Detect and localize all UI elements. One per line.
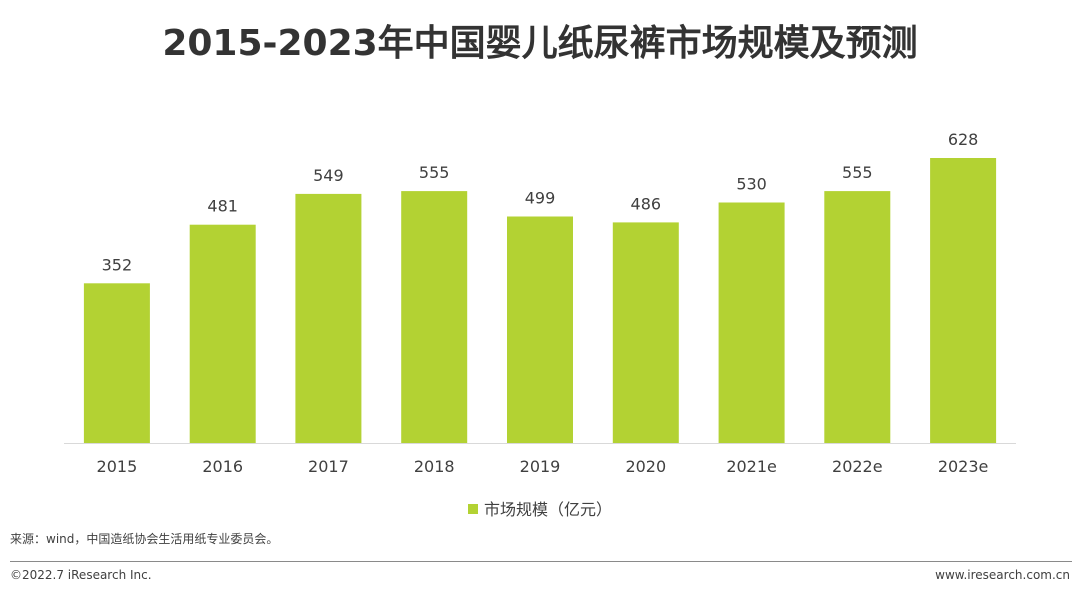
x-tick-label-2021e: 2021e bbox=[726, 457, 777, 476]
chart-title: 2015-2023年中国婴儿纸尿裤市场规模及预测 bbox=[162, 23, 918, 64]
x-tick-label-2022e: 2022e bbox=[832, 457, 883, 476]
legend-swatch bbox=[467, 504, 478, 514]
website-link[interactable]: www.iresearch.com.cn bbox=[935, 568, 1070, 582]
legend: 市场规模（亿元） bbox=[0, 496, 1080, 520]
bar-2019 bbox=[507, 216, 573, 443]
data-label-2017: 549 bbox=[313, 166, 344, 185]
bar-2021e bbox=[718, 202, 785, 443]
bar-2015 bbox=[83, 283, 150, 443]
data-label-2021e: 530 bbox=[736, 175, 767, 194]
data-label-2018: 555 bbox=[419, 163, 450, 182]
data-label-2020: 486 bbox=[631, 194, 662, 213]
data-label-2023e: 628 bbox=[948, 130, 979, 149]
data-label-2016: 481 bbox=[207, 197, 238, 216]
bar-2020 bbox=[612, 222, 679, 443]
source-note: 来源：wind，中国造纸协会生活用纸专业委员会。 bbox=[10, 532, 279, 546]
bar-2023e bbox=[930, 158, 997, 443]
x-tick-label-2016: 2016 bbox=[202, 457, 243, 476]
x-tick-label-2023e: 2023e bbox=[938, 457, 989, 476]
x-tick-label-2019: 2019 bbox=[520, 457, 561, 476]
bar-2016 bbox=[189, 224, 256, 443]
copyright-text: ©2022.7 iResearch Inc. bbox=[10, 568, 152, 582]
bar-2018 bbox=[401, 191, 468, 443]
x-tick-label-2017: 2017 bbox=[308, 457, 349, 476]
data-label-2022e: 555 bbox=[842, 163, 873, 182]
x-tick-label-2018: 2018 bbox=[414, 457, 455, 476]
bar-2017 bbox=[295, 193, 362, 443]
x-tick-label-2015: 2015 bbox=[97, 457, 138, 476]
footer-divider bbox=[10, 561, 1072, 562]
legend-label: 市场规模（亿元） bbox=[483, 500, 612, 519]
bar-2022e bbox=[824, 191, 891, 443]
x-tick-label-2020: 2020 bbox=[625, 457, 666, 476]
data-label-2015: 352 bbox=[102, 255, 133, 274]
data-label-2019: 499 bbox=[525, 189, 556, 208]
